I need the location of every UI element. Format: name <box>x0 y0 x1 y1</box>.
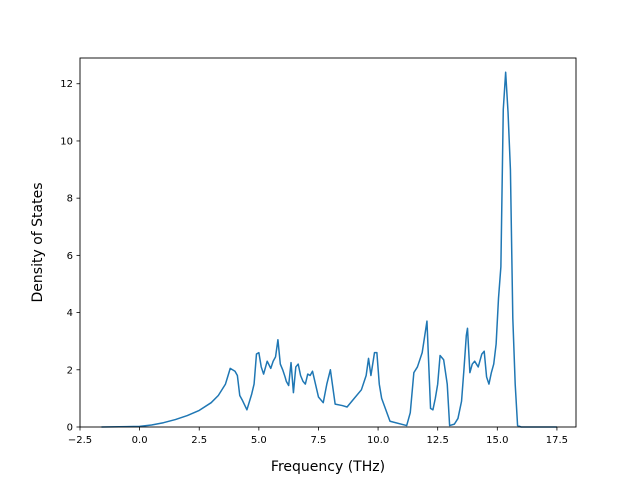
y-tick-label: 4 <box>67 308 73 319</box>
x-tick-label: 0.0 <box>132 435 148 446</box>
plot-area <box>101 71 557 428</box>
x-axis: −2.5 0.0 2.5 5.0 7.5 10.0 12.5 15.0 17.5 <box>68 427 568 446</box>
x-tick-label: 15.0 <box>486 435 508 446</box>
axes-frame <box>79 57 577 428</box>
y-tick-label: 10 <box>60 136 73 147</box>
x-tick-label: −2.5 <box>68 435 92 446</box>
y-tick-label: 2 <box>67 365 73 376</box>
y-axis-label: Density of States <box>30 183 46 303</box>
x-axis-label: Frequency (THz) <box>271 459 385 475</box>
y-tick-label: 6 <box>67 251 73 262</box>
y-tick-label: 12 <box>60 79 73 90</box>
x-tick-label: 5.0 <box>251 435 267 446</box>
x-tick-label: 2.5 <box>191 435 207 446</box>
x-tick-label: 10.0 <box>367 435 389 446</box>
y-tick-label: 8 <box>67 194 73 205</box>
y-axis: 0 2 4 6 8 10 12 <box>60 79 80 434</box>
y-tick-label: 0 <box>67 423 73 434</box>
series-line <box>101 71 557 428</box>
x-tick-label: 7.5 <box>311 435 327 446</box>
x-tick-label: 12.5 <box>427 435 449 446</box>
x-tick-label: 17.5 <box>546 435 568 446</box>
